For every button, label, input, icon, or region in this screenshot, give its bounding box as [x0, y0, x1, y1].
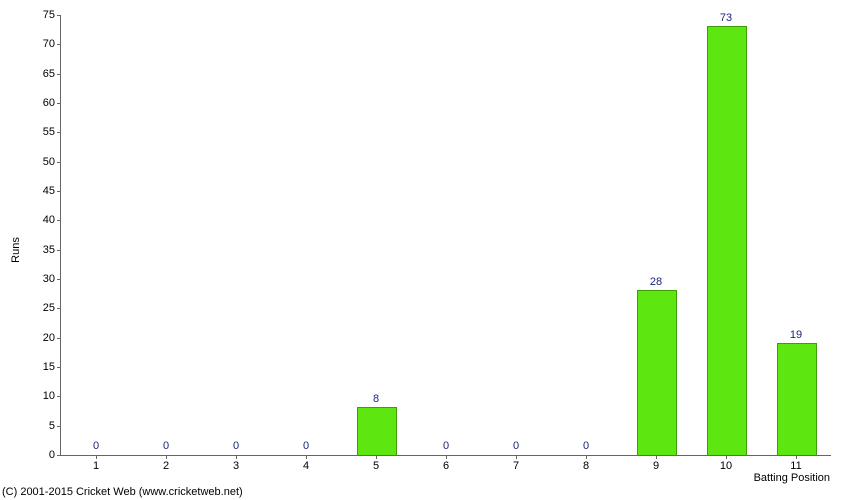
y-tick [57, 191, 61, 192]
y-tick [57, 250, 61, 251]
bar-value-label: 0 [303, 440, 309, 452]
bar-value-label: 73 [720, 12, 732, 24]
bar-value-label: 0 [583, 440, 589, 452]
x-tick-label: 9 [653, 460, 659, 472]
x-tick [96, 455, 97, 459]
y-tick [57, 396, 61, 397]
bar-value-label: 0 [443, 440, 449, 452]
bar-value-label: 8 [373, 393, 379, 405]
chart-container: 0510152025303540455055606570751020304058… [0, 0, 850, 500]
x-tick [166, 455, 167, 459]
y-tick [57, 103, 61, 104]
plot-area: 0510152025303540455055606570751020304058… [60, 15, 831, 456]
y-tick [57, 15, 61, 16]
y-tick-label: 25 [43, 302, 55, 314]
y-tick [57, 220, 61, 221]
x-tick-label: 10 [720, 460, 732, 472]
x-tick-label: 5 [373, 460, 379, 472]
y-tick [57, 308, 61, 309]
bar-value-label: 0 [513, 440, 519, 452]
y-tick-label: 45 [43, 185, 55, 197]
y-tick-label: 60 [43, 97, 55, 109]
bar [637, 290, 678, 455]
y-tick-label: 50 [43, 156, 55, 168]
y-axis-label: Runs [10, 237, 22, 263]
x-tick [796, 455, 797, 459]
x-tick [236, 455, 237, 459]
x-tick [586, 455, 587, 459]
x-tick [726, 455, 727, 459]
x-tick [446, 455, 447, 459]
x-tick [306, 455, 307, 459]
y-tick [57, 367, 61, 368]
x-tick-label: 6 [443, 460, 449, 472]
y-tick-label: 10 [43, 390, 55, 402]
bar [707, 26, 748, 455]
copyright-text: (C) 2001-2015 Cricket Web (www.cricketwe… [2, 486, 243, 498]
y-tick [57, 132, 61, 133]
x-axis-label: Batting Position [754, 472, 830, 484]
x-tick-label: 1 [93, 460, 99, 472]
bar-value-label: 0 [163, 440, 169, 452]
y-tick-label: 75 [43, 9, 55, 21]
y-tick-label: 20 [43, 332, 55, 344]
x-tick [656, 455, 657, 459]
x-tick [516, 455, 517, 459]
bar-value-label: 19 [790, 329, 802, 341]
x-tick-label: 7 [513, 460, 519, 472]
x-tick-label: 4 [303, 460, 309, 472]
bar-value-label: 0 [93, 440, 99, 452]
x-tick-label: 8 [583, 460, 589, 472]
y-tick-label: 70 [43, 38, 55, 50]
y-tick-label: 30 [43, 273, 55, 285]
y-tick [57, 426, 61, 427]
y-tick [57, 74, 61, 75]
y-tick-label: 5 [49, 420, 55, 432]
x-tick-label: 11 [790, 460, 801, 472]
x-tick-label: 2 [163, 460, 169, 472]
y-tick-label: 35 [43, 244, 55, 256]
y-tick-label: 15 [43, 361, 55, 373]
y-tick [57, 44, 61, 45]
bar-value-label: 0 [233, 440, 239, 452]
x-tick [376, 455, 377, 459]
y-tick [57, 455, 61, 456]
bar-value-label: 28 [650, 276, 662, 288]
y-tick-label: 40 [43, 214, 55, 226]
y-tick-label: 55 [43, 126, 55, 138]
bar [777, 343, 818, 455]
y-tick [57, 162, 61, 163]
y-tick-label: 65 [43, 68, 55, 80]
x-tick-label: 3 [233, 460, 239, 472]
y-tick [57, 338, 61, 339]
bar [357, 407, 398, 455]
y-tick-label: 0 [49, 449, 55, 461]
y-tick [57, 279, 61, 280]
